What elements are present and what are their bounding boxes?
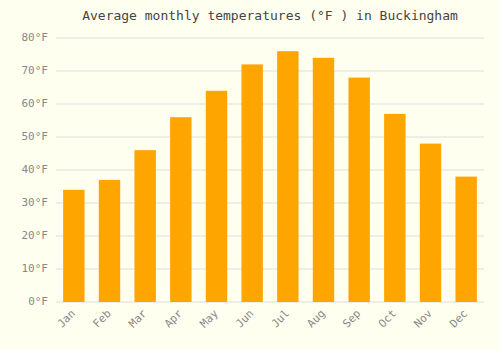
x-tick-label: Feb xyxy=(90,307,113,330)
bar xyxy=(241,64,262,302)
x-tick-label: Aug xyxy=(304,307,327,330)
bar xyxy=(455,177,476,302)
background xyxy=(0,0,500,350)
x-axis: Jan Feb Mar Apr May Jun Jul Aug Sep Oct Nov Dec xyxy=(55,307,471,331)
title: Average monthly temperatures (°F ) in Bu… xyxy=(82,8,458,23)
bar xyxy=(420,144,441,302)
chart-svg: 0°F 10°F 20°F 30°F 40°F 50°F 60°F 70°F 80°F Jan Fe… xyxy=(0,0,500,350)
bar xyxy=(206,91,227,302)
chart-container: 0°F 10°F 20°F 30°F 40°F 50°F 60°F 70°F 80°F Jan Fe… xyxy=(0,0,500,350)
x-tick-label: Sep xyxy=(340,307,363,330)
x-tick-label: Dec xyxy=(447,307,470,330)
y-tick-label: 50°F xyxy=(22,130,49,143)
grid-line xyxy=(56,104,484,105)
bar xyxy=(348,78,369,302)
y-axis: 0°F 10°F 20°F 30°F 40°F 50°F 60°F 70°F 80°F xyxy=(22,31,49,308)
y-tick-label: 30°F xyxy=(22,196,49,209)
y-tick-label: 0°F xyxy=(28,295,48,308)
x-tick-label: Jun xyxy=(233,307,256,330)
bar xyxy=(63,190,84,302)
grid-line xyxy=(56,71,484,72)
x-tick-label: Mar xyxy=(126,307,150,331)
bar xyxy=(134,150,155,302)
bar xyxy=(277,51,298,302)
y-tick-label: 80°F xyxy=(22,31,49,44)
grid-line xyxy=(56,137,484,138)
y-grid xyxy=(56,38,484,302)
y-tick-label: 20°F xyxy=(22,229,49,242)
y-tick-label: 10°F xyxy=(22,262,49,275)
x-tick-label: Jul xyxy=(269,307,292,330)
bar xyxy=(99,180,120,302)
bar xyxy=(384,114,405,302)
x-tick-label: Nov xyxy=(411,307,435,331)
grid-line xyxy=(56,38,484,39)
y-tick-label: 70°F xyxy=(22,64,49,77)
bar xyxy=(313,58,334,302)
bar xyxy=(170,117,191,302)
x-tick-label: May xyxy=(197,307,221,331)
x-tick-label: Jan xyxy=(55,307,78,330)
y-tick-label: 60°F xyxy=(22,97,49,110)
bars xyxy=(63,51,477,302)
x-tick-label: Apr xyxy=(162,307,186,331)
y-tick-label: 40°F xyxy=(22,163,49,176)
x-tick-label: Oct xyxy=(376,307,399,330)
